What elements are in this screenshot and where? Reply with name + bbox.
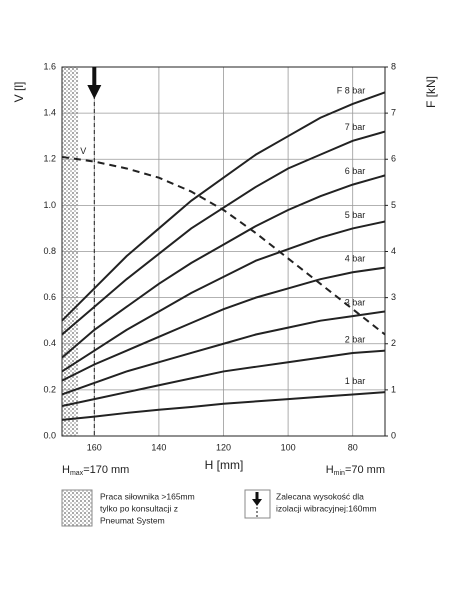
y2-axis-title: F [kN] [424,76,438,108]
series-label: 7 bar [345,122,366,132]
x-range-label-part: H [62,464,70,476]
x-tick-label: 120 [216,442,231,452]
y2-tick-label: 5 [391,200,396,210]
y2-tick-label: 6 [391,154,396,164]
force-curve [61,91,386,322]
y-tick-label: 0.8 [43,246,56,256]
x-tick-label: 80 [348,442,358,452]
force-curve [61,391,386,421]
legend-text: Zalecana wysokość dla [276,491,364,501]
x-tick-label: 140 [151,442,166,452]
y2-tick-label: 0 [391,430,396,440]
series-label: 6 bar [345,166,366,176]
series-label: 2 bar [345,334,366,344]
x-range-label-part: =70 mm [345,464,385,476]
legend-text: izolacji wibracyjnej:160mm [276,503,377,513]
y-tick-label: 0.0 [43,430,56,440]
y2-tick-label: 8 [391,61,396,71]
x-range-label: Hmax=170 mm [62,464,129,477]
series-label: 5 bar [345,210,366,220]
x-tick-label: 160 [87,442,102,452]
series-label: 1 bar [345,376,366,386]
x-range-label: Hmin=70 mm [326,464,385,477]
x-axis-title: H [mm] [205,458,244,472]
legend-text: tylko po konsultacji z [100,503,178,513]
plot-frame [61,66,386,437]
y2-tick-label: 1 [391,384,396,394]
x-tick-label: 100 [281,442,296,452]
force-curve [61,349,386,407]
y2-tick-label: 4 [391,246,396,256]
y-tick-label: 1.6 [43,61,56,71]
x-range-label-part: H [326,464,334,476]
force-curve [61,130,386,336]
legend-text: Pneumat System [100,515,165,525]
y-tick-label: 1.0 [43,200,56,210]
y2-tick-label: 2 [391,338,396,348]
series-label: 4 bar [345,254,366,264]
force-curve [61,174,386,359]
x-range-label-part: min [334,470,345,477]
y-tick-label: 0.4 [43,338,56,348]
series-label: V [80,146,86,156]
f-label: F [337,85,343,95]
force-curve [61,310,386,396]
y-tick-label: 0.2 [43,384,56,394]
y-axis-title: V [l] [12,82,26,103]
y-tick-label: 1.2 [43,154,56,164]
x-range-label-part: =170 mm [83,464,129,476]
legend-text: Praca siłownika >165mm [100,491,195,501]
force-curve [61,220,386,373]
y2-tick-label: 3 [391,292,396,302]
legend-hatch-box [61,489,93,527]
force-curve [61,266,386,382]
series-label: 3 bar [345,297,366,307]
legend-arrow-head [252,499,262,506]
recommended-arrow-head [87,85,102,99]
y-tick-label: 1.4 [43,108,56,118]
series-label: 8 bar [345,85,366,95]
y2-tick-label: 7 [391,108,396,118]
y-tick-label: 0.6 [43,292,56,302]
v-curve [61,155,386,336]
x-range-label-part: max [70,470,84,477]
